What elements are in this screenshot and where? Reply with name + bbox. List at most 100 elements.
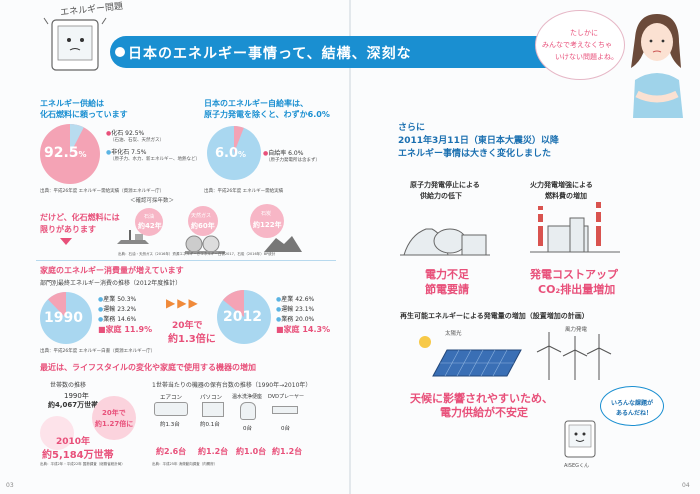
device-dvd-to: 約1.2台 xyxy=(272,447,303,456)
h-growth-2: 約1.27倍に xyxy=(95,420,134,428)
consumption-growth-1: 20年で xyxy=(172,321,203,331)
c1990-item-1-name: 産業 xyxy=(103,296,116,303)
left-case-result-2: 節電要請 xyxy=(425,283,469,296)
oil-rig-icon xyxy=(115,226,151,248)
c2012-item-2: ●運輸 23.1% xyxy=(276,306,315,313)
lifestyle-title: 最近は、ライフスタイルの変化や家庭で使用する機器の増加 xyxy=(40,363,256,372)
h-growth-1: 20年で xyxy=(102,409,126,417)
c2012-item-3: ●業務 20.0% xyxy=(276,316,315,323)
page-spine xyxy=(349,0,351,494)
gas-tanks-icon xyxy=(185,232,225,254)
c2012-item-4-name: 家庭 xyxy=(283,325,300,334)
c1990-item-2-val: 23.2% xyxy=(117,306,137,313)
device-toilet-to: 約1.0台 xyxy=(236,447,267,456)
supply-source: 出典：平成26年度 エネルギー需給実績（資源エネルギー庁） xyxy=(40,189,165,194)
h2010-count: 約5,184万世帯 xyxy=(42,450,114,461)
supply-warn-1: だけど、化石燃料には xyxy=(40,213,120,222)
right-case-result-2: CO₂排出量増加 xyxy=(538,283,616,296)
solar-label: 太陽光 xyxy=(445,331,462,337)
selfsuff-title-2: 原子力発電を除くと、わずか6.0% xyxy=(204,110,330,119)
supply-nonfossil: ●非化石 7.5% xyxy=(106,149,147,156)
reserve-gas-years: 約60年 xyxy=(191,222,215,230)
reserve-oil-name: 石油 xyxy=(144,214,155,220)
supply-nonfossil-sub: （原子力、水力、新エネルギー、地熱など） xyxy=(110,157,200,162)
char-speech-1: いろんな課題が xyxy=(611,400,654,407)
intro-line-2: 2011年3月11日（東日本大震災）以降 xyxy=(398,136,559,146)
h1990-count: 約4,067万世帯 xyxy=(48,401,99,409)
c2012-item-3-name: 業務 xyxy=(281,316,294,323)
right-case-title-2: 燃料費の増加 xyxy=(545,192,587,200)
h2010-year: 2010年 xyxy=(56,437,91,447)
supply-title-2: 化石燃料に頼っています xyxy=(40,110,128,119)
device-pc-to: 約1.2台 xyxy=(198,447,229,456)
speech-line-2: みんなで考えなくちゃ xyxy=(542,41,612,49)
c1990-item-3-val: 14.6% xyxy=(117,316,137,323)
reserve-gas-name: 天然ガス xyxy=(191,213,212,219)
consumption-subtitle: 部門別最終エネルギー消費の推移（2012年度推計） xyxy=(40,280,182,287)
reserve-coal-name: 石炭 xyxy=(261,211,272,217)
selfsuff-pie-unit: % xyxy=(238,150,247,159)
supply-fossil-label: 化石 92.5% xyxy=(111,130,145,137)
households-glow xyxy=(40,416,74,450)
solar-panels-icon xyxy=(415,332,525,378)
warn-arrow-icon xyxy=(60,238,72,245)
intro-line-1: さらに xyxy=(398,123,426,133)
dvd-player-icon xyxy=(272,406,298,414)
air-conditioner-icon xyxy=(154,402,188,416)
supply-fossil: ●化石 92.5% xyxy=(106,130,145,137)
c1990-item-1: ●産業 50.3% xyxy=(98,296,137,303)
left-case-result-1: 電力不足 xyxy=(425,268,469,281)
page-number-left: 03 xyxy=(6,482,14,489)
c1990-item-1-val: 50.3% xyxy=(117,296,137,303)
c1990-item-2: ●運輸 23.2% xyxy=(98,306,137,313)
supply-fossil-sub: （石油、石炭、天然ガス） xyxy=(110,138,164,143)
speech-bubble xyxy=(535,10,625,80)
reserve-title: ＜確認可採年数＞ xyxy=(130,198,175,204)
speech-line-1: たしかに xyxy=(570,29,598,37)
c1990-item-2-name: 運輸 xyxy=(103,306,116,313)
device-pc-name: パソコン xyxy=(200,395,223,401)
supply-pie-value: 92.5% xyxy=(44,145,87,161)
reserve-gas-bubble xyxy=(188,206,218,236)
reserve-oil-bubble xyxy=(135,208,163,236)
selfsuff-pie-chart xyxy=(205,124,263,182)
c2012-item-1-name: 産業 xyxy=(281,296,294,303)
consumption-1990-pie xyxy=(38,290,94,346)
reserve-oil-years: 約42年 xyxy=(138,222,162,230)
character-box-icon xyxy=(40,12,110,74)
page-number-right: 04 xyxy=(682,482,690,489)
supply-warn-2: 限りがあります xyxy=(40,225,96,234)
renewable-result-2: 電力供給が不安定 xyxy=(440,406,528,419)
supply-nonfossil-label: 非化石 7.5% xyxy=(111,149,147,156)
consumption-source: 出典：平成26年度 エネルギー白書（資源エネルギー庁） xyxy=(40,349,156,354)
left-case-title-1: 原子力発電停止による xyxy=(410,181,480,189)
households-title: 世帯数の推移 xyxy=(50,382,87,389)
supply-pie-unit: % xyxy=(78,150,87,159)
c2012-item-2-val: 23.1% xyxy=(295,306,315,313)
intro-line-3: エネルギー事情は大きく変化しました xyxy=(398,149,552,159)
wind-turbines-icon xyxy=(535,330,615,380)
supply-title-1: エネルギー供給は xyxy=(40,99,104,108)
renewable-result-1: 天候に影響されやすいため、 xyxy=(410,392,553,405)
right-case-title-1: 火力発電増強による xyxy=(530,181,593,189)
consumption-2012-pie xyxy=(215,288,273,346)
char-speech-2: あるんだね！ xyxy=(616,410,653,417)
consumption-2012-year: 2012 xyxy=(223,309,262,325)
nuclear-plant-icon xyxy=(400,205,490,257)
selfsuff-title-1: 日本のエネルギー自給率は、 xyxy=(204,99,308,108)
device-dvd-from: 0台 xyxy=(281,426,290,432)
selfsuff-source: 出典：平成26年度 エネルギー需給実績 xyxy=(204,189,284,194)
c1990-item-3: ●業務 14.6% xyxy=(98,316,137,323)
renewable-title: 再生可能エネルギーによる発電量の増加（設置増加の計画） xyxy=(400,312,589,320)
c2012-item-1-val: 42.6% xyxy=(295,296,315,303)
char-name: AiSEGくん xyxy=(564,463,590,469)
c2012-item-2-name: 運輸 xyxy=(281,306,294,313)
selfsuff-pie-number: 6.0 xyxy=(215,146,239,161)
device-toilet-name: 温水洗浄便座 xyxy=(232,394,263,400)
supply-pie-chart xyxy=(38,122,102,186)
device-ac-to: 約2.6台 xyxy=(156,447,187,456)
left-case-title-2: 供給力の低下 xyxy=(420,192,462,200)
selfsuff-rate: ●自給率 6.0% xyxy=(263,150,304,157)
device-pc-from: 約0.1台 xyxy=(200,422,220,428)
